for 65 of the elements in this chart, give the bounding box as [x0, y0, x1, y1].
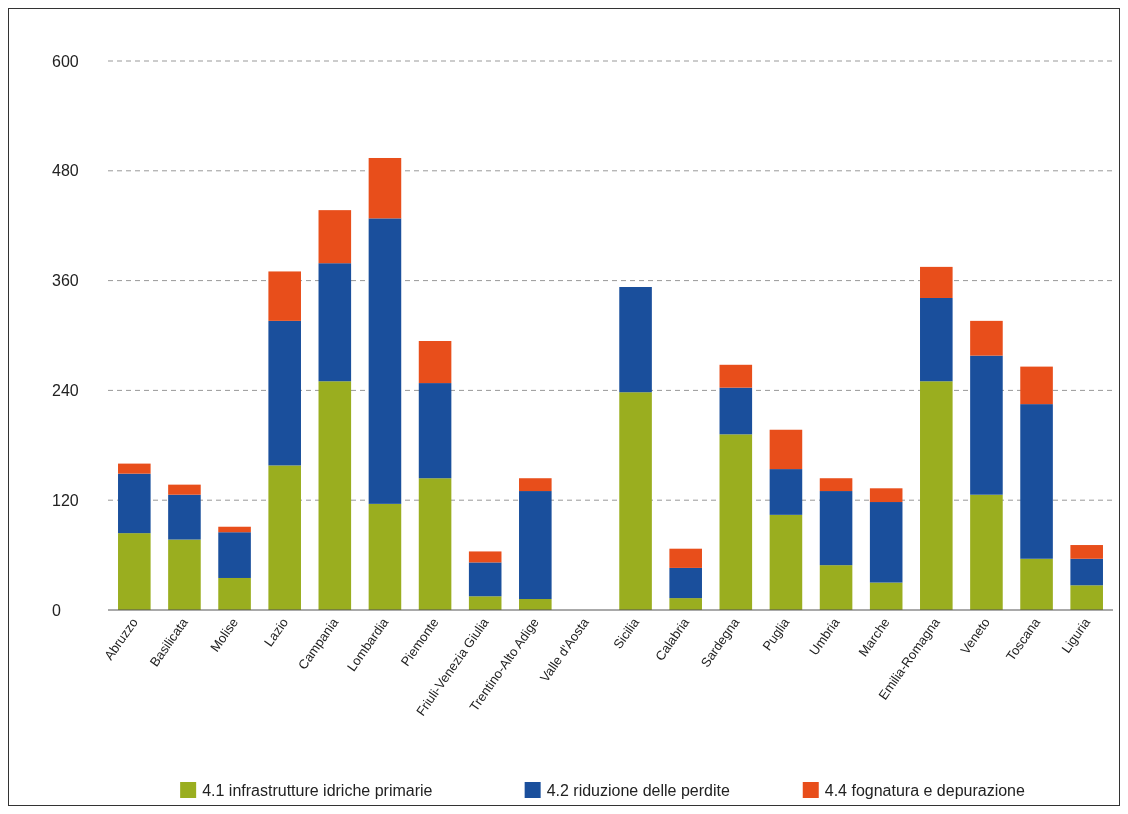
bar — [268, 320, 301, 466]
bar — [669, 598, 702, 610]
bar — [769, 469, 803, 515]
bar — [869, 488, 903, 503]
bar — [468, 551, 502, 563]
bar — [619, 287, 652, 393]
bar — [218, 577, 251, 610]
bar — [869, 502, 903, 583]
bar — [118, 463, 151, 474]
bar — [819, 565, 853, 610]
bar — [118, 473, 151, 534]
bar — [318, 263, 352, 382]
y-tick-label: 240 — [52, 382, 79, 399]
bar — [1020, 366, 1053, 405]
bar — [168, 494, 201, 540]
bar — [769, 429, 803, 470]
bar — [1070, 585, 1103, 610]
legend-label: 4.2 riduzione delle perdite — [546, 782, 730, 799]
bar — [1070, 545, 1103, 559]
y-tick-label: 600 — [52, 52, 79, 70]
y-tick-label: 120 — [52, 491, 79, 509]
bar — [418, 383, 452, 479]
bar — [168, 484, 201, 495]
bar — [619, 392, 652, 610]
bar — [218, 532, 251, 578]
bar — [669, 548, 702, 568]
bar — [168, 539, 201, 610]
y-tick-label: 360 — [52, 272, 79, 290]
bar — [970, 494, 1003, 610]
bar — [920, 297, 953, 382]
bar — [1020, 404, 1053, 559]
legend-label: 4.4 fognatura e depurazione — [824, 782, 1026, 799]
bar — [418, 478, 452, 610]
bar — [970, 320, 1003, 356]
bar — [669, 567, 702, 599]
legend-label: 4.1 infrastrutture idriche primarie — [202, 782, 433, 799]
bar — [368, 503, 402, 610]
bar — [468, 562, 502, 597]
bar — [769, 514, 803, 610]
bar — [869, 582, 903, 610]
bar — [920, 381, 953, 610]
bar — [519, 599, 552, 610]
bar — [819, 478, 853, 492]
bar — [819, 491, 853, 566]
bar — [468, 596, 502, 610]
bar — [970, 355, 1003, 495]
bar — [719, 387, 753, 435]
bar — [719, 434, 753, 610]
bar — [268, 465, 301, 610]
bar — [118, 533, 151, 610]
y-tick-label: 0 — [52, 601, 61, 619]
bar — [318, 210, 352, 264]
bar — [1020, 558, 1053, 610]
bar — [1070, 558, 1103, 586]
bar — [318, 381, 352, 610]
bar — [519, 491, 552, 600]
y-tick-label: 480 — [52, 162, 79, 180]
bar — [368, 157, 402, 219]
bar — [268, 271, 301, 321]
bar — [218, 526, 251, 533]
bar — [519, 478, 552, 492]
bar — [418, 340, 452, 384]
bar — [719, 364, 753, 388]
bar — [920, 266, 953, 298]
bar — [368, 218, 402, 504]
